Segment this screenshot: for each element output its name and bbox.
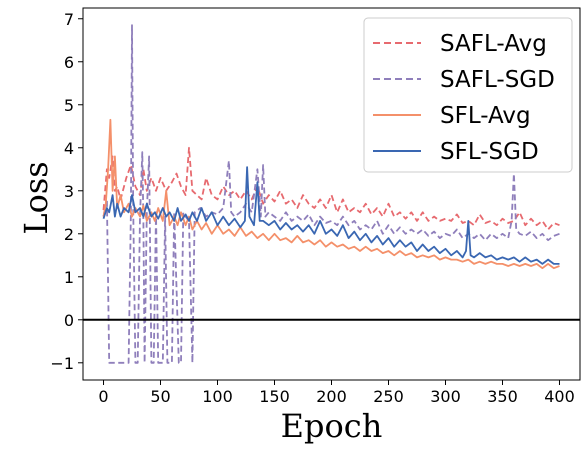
y-tick-label: 4 xyxy=(64,139,74,158)
legend-label: SAFL-SGD xyxy=(440,67,555,93)
legend-item-sfl-sgd: SFL-SGD xyxy=(373,139,539,165)
y-tick-label: 3 xyxy=(64,182,74,201)
x-axis-ticks: 0 50 100 150 200 250 300 350 400 xyxy=(98,380,575,406)
legend: SAFL-Avg SAFL-SGD SFL-Avg SFL-SGD xyxy=(363,17,573,173)
legend-item-safl-sgd: SAFL-SGD xyxy=(373,67,555,93)
x-axis-title: Epoch xyxy=(281,407,383,445)
y-tick-label: 2 xyxy=(64,225,74,244)
legend-item-sfl-avg: SFL-Avg xyxy=(373,103,531,129)
x-tick-label: 150 xyxy=(259,387,290,406)
x-tick-label: 0 xyxy=(98,387,108,406)
x-tick-label: 350 xyxy=(487,387,518,406)
x-tick-label: 100 xyxy=(202,387,233,406)
legend-label: SFL-Avg xyxy=(440,103,531,129)
x-tick-label: 250 xyxy=(373,387,404,406)
y-tick-label: 7 xyxy=(64,10,74,29)
x-tick-label: 400 xyxy=(544,387,575,406)
series-line-sfl-sgd xyxy=(102,166,560,265)
legend-label: SAFL-Avg xyxy=(440,31,547,57)
legend-label: SFL-SGD xyxy=(440,139,539,165)
y-tick-label: 5 xyxy=(64,96,74,115)
legend-box xyxy=(363,17,573,173)
series-line-safl-sgd xyxy=(102,24,560,364)
series-layer xyxy=(102,24,560,364)
x-tick-label: 300 xyxy=(430,387,461,406)
y-axis-ticks: −1 0 1 2 3 4 5 6 7 xyxy=(50,10,83,373)
y-tick-label: −1 xyxy=(50,354,74,373)
y-tick-label: 1 xyxy=(64,268,74,287)
legend-item-safl-avg: SAFL-Avg xyxy=(373,31,547,57)
series-line-safl-avg xyxy=(102,146,560,231)
series-line-sfl-avg xyxy=(102,118,560,270)
y-tick-label: 0 xyxy=(64,311,74,330)
y-axis-title: Loss xyxy=(17,161,55,234)
x-tick-label: 200 xyxy=(316,387,347,406)
x-tick-label: 50 xyxy=(150,387,170,406)
legend-items: SAFL-Avg SAFL-SGD SFL-Avg SFL-SGD xyxy=(373,31,555,165)
y-tick-label: 6 xyxy=(64,53,74,72)
